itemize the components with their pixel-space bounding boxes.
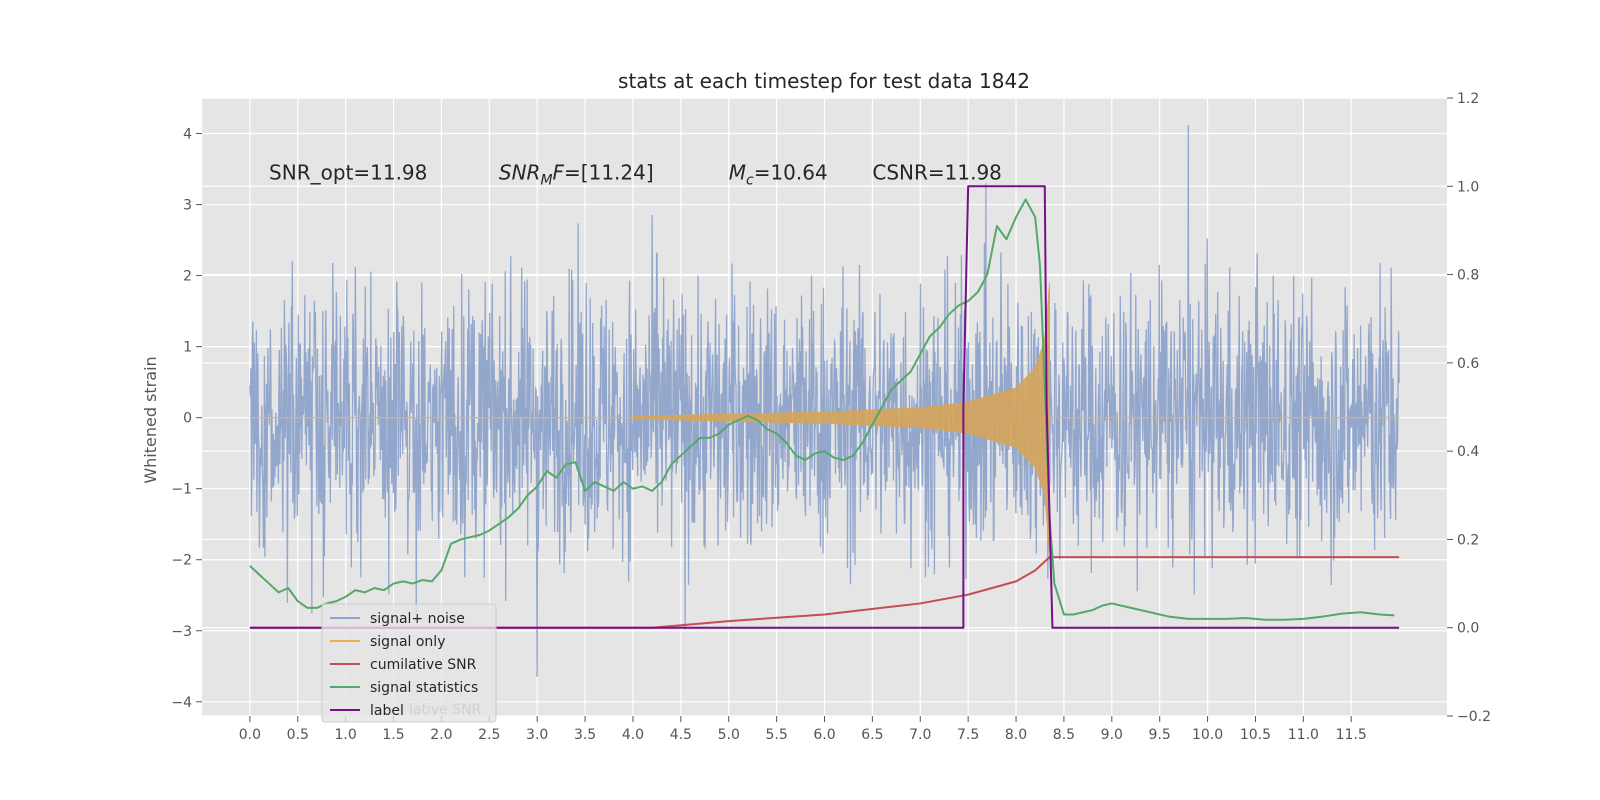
- x-tick-label: 2.0: [430, 727, 452, 743]
- annotation-mc: Mc=10.64: [729, 161, 828, 189]
- series-line-signal-statistics: [249, 198, 1395, 621]
- x-tick-label: 6.0: [813, 727, 835, 743]
- y-right-tick-label: 0.4: [1457, 444, 1479, 460]
- legend-items: signal+ noise signal only cumilative SNR si…: [330, 611, 478, 719]
- x-tick-label: 8.5: [1053, 727, 1075, 743]
- annotations: SNR_opt=11.98 SNRMF=[11.24] Mc=10.64 CSN…: [269, 161, 1002, 189]
- annotation-mc-sub: c: [746, 173, 754, 189]
- annotation-snr-opt: SNR_opt=11.98: [269, 161, 427, 185]
- annotation-snr-mf-value: =[11.24]: [564, 161, 654, 185]
- signal-only-series: [249, 282, 1400, 553]
- signal-noise-line: [249, 124, 1400, 677]
- x-tick-label: 9.0: [1101, 727, 1123, 743]
- legend-label: signal only: [370, 634, 445, 650]
- legend-label: signal+ noise: [370, 611, 465, 627]
- annotation-csnr: CSNR=11.98: [872, 161, 1002, 185]
- x-tick-label: 0.0: [239, 727, 261, 743]
- y-right-tick-label: 1.2: [1457, 91, 1479, 107]
- signal-noise-series: [249, 124, 1400, 677]
- x-tick-label: 10.0: [1192, 727, 1223, 743]
- legend: lative SNR signal+ noise signal only cumil…: [321, 603, 497, 723]
- y-left-tick-label: −4: [171, 695, 192, 711]
- y-left-tick-label: 2: [183, 269, 192, 285]
- line-series: [249, 185, 1400, 629]
- chart-title: stats at each timestep for test data 184…: [618, 69, 1030, 93]
- x-tick-label: 2.5: [478, 727, 500, 743]
- y-axis-left-title: Whitened strain: [141, 356, 160, 483]
- series-line-label: [249, 185, 1400, 629]
- y-left-tick-label: −1: [171, 482, 192, 498]
- x-tick-label: 11.0: [1288, 727, 1319, 743]
- y-axis-right: 1.2 1.0 0.8 0.6 0.4 0.2 0.0 −0.2: [1447, 91, 1491, 725]
- x-tick-label: 1.0: [335, 727, 357, 743]
- y-right-tick-label: 0.6: [1457, 356, 1479, 372]
- series-line-cumilative-snr: [249, 556, 1400, 629]
- y-left-tick-label: 0: [183, 411, 192, 427]
- annotation-snr-mf-italic: SNR: [499, 161, 541, 185]
- annotation-mc-italic: M: [729, 161, 746, 185]
- y-right-tick-label: 0.0: [1457, 621, 1479, 637]
- legend-label: cumilative SNR: [370, 657, 477, 673]
- y-left-tick-label: −3: [171, 624, 192, 640]
- x-tick-label: 8.0: [1005, 727, 1027, 743]
- x-tick-label: 6.5: [861, 727, 883, 743]
- x-tick-label: 3.5: [574, 727, 596, 743]
- y-left-tick-label: −2: [171, 553, 192, 569]
- x-tick-label: 3.0: [526, 727, 548, 743]
- y-right-tick-label: −0.2: [1457, 709, 1491, 725]
- x-tick-label: 1.5: [382, 727, 404, 743]
- x-tick-label: 5.5: [765, 727, 787, 743]
- y-right-tick-label: 0.8: [1457, 268, 1479, 284]
- x-axis: 0.0 0.5 1.0 1.5 2.0 2.5 3.0 3.5 4.0 4.5 5.0 5.5 6.0 6…: [239, 716, 1367, 743]
- x-tick-label: 4.5: [670, 727, 692, 743]
- legend-overlap-text: lative SNR: [409, 702, 482, 718]
- y-right-tick-label: 1.0: [1457, 179, 1479, 195]
- x-tick-label: 9.5: [1149, 727, 1171, 743]
- annotation-mc-value: =10.64: [754, 161, 828, 185]
- y-left-tick-label: 1: [183, 340, 192, 356]
- legend-label: signal statistics: [370, 680, 478, 696]
- x-tick-label: 0.5: [287, 727, 309, 743]
- x-tick-label: 10.5: [1240, 727, 1271, 743]
- legend-box: [321, 603, 497, 723]
- y-axis-left: 4 3 2 1 0 −1 −2 −3 −4: [171, 127, 202, 711]
- x-tick-label: 11.5: [1336, 727, 1367, 743]
- x-tick-label: 7.5: [957, 727, 979, 743]
- annotation-snr-mf-f: F: [553, 161, 565, 185]
- x-tick-label: 7.0: [909, 727, 931, 743]
- y-left-tick-label: 4: [183, 127, 192, 143]
- annotation-snr-mf-sub: M: [540, 173, 552, 189]
- x-tick-label: 5.0: [718, 727, 740, 743]
- annotation-snr-mf: SNRMF=[11.24]: [499, 161, 654, 189]
- x-tick-label: 4.0: [622, 727, 644, 743]
- legend-label: label: [370, 703, 404, 719]
- y-right-tick-label: 0.2: [1457, 532, 1479, 548]
- y-left-tick-label: 3: [183, 198, 192, 214]
